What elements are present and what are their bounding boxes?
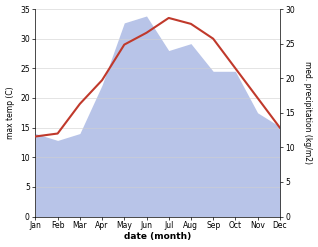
Y-axis label: max temp (C): max temp (C) <box>5 86 15 139</box>
X-axis label: date (month): date (month) <box>124 232 191 242</box>
Y-axis label: med. precipitation (kg/m2): med. precipitation (kg/m2) <box>303 61 313 164</box>
